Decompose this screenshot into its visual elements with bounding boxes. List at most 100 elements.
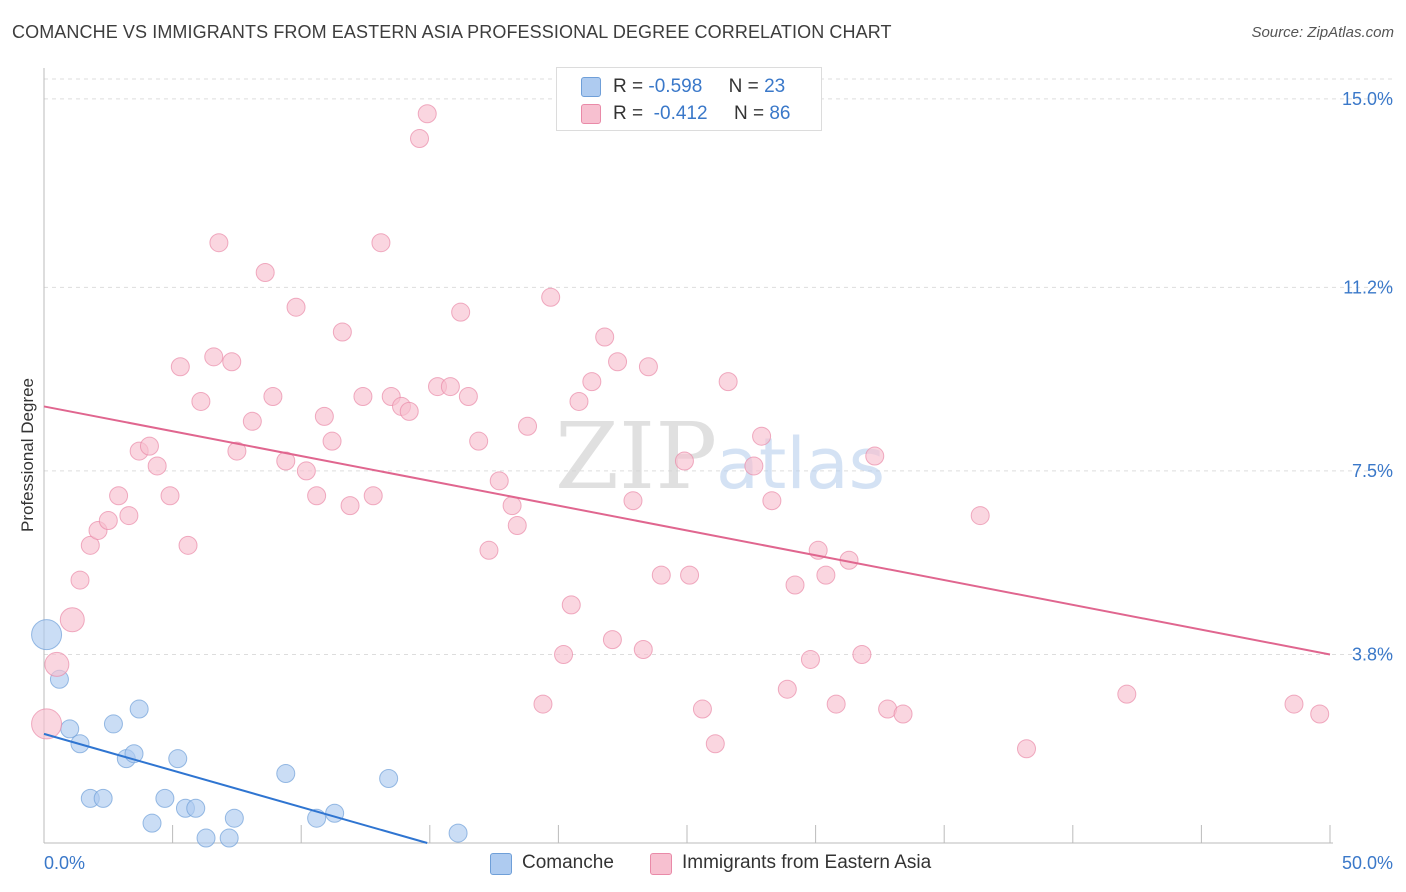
eastern-asia-point xyxy=(417,104,437,124)
eastern-asia-point xyxy=(852,644,872,664)
eastern-asia-point xyxy=(399,401,419,421)
eastern-asia-point xyxy=(139,436,159,456)
eastern-asia-point xyxy=(502,496,522,516)
eastern-asia-point xyxy=(332,322,352,342)
watermark-atlas: atlas xyxy=(716,423,885,505)
eastern-asia-legend-label: Immigrants from Eastern Asia xyxy=(682,852,932,873)
eastern-asia-point xyxy=(371,233,391,253)
comanche-point xyxy=(224,808,244,828)
eastern-asia-point xyxy=(44,651,70,677)
eastern-asia-point xyxy=(255,262,275,282)
r-label: R = xyxy=(613,103,644,124)
comanche-point xyxy=(379,769,399,789)
r-value: -0.598 xyxy=(648,76,703,97)
eastern-asia-point xyxy=(623,491,643,511)
eastern-asia-point xyxy=(410,129,430,149)
eastern-asia-point xyxy=(458,387,478,407)
eastern-asia-point xyxy=(70,570,90,590)
eastern-asia-point xyxy=(222,352,242,372)
comanche-legend-swatch xyxy=(490,853,512,875)
comanche-point xyxy=(155,788,175,808)
gridlines xyxy=(44,78,1392,655)
r-value: -0.412 xyxy=(653,103,708,124)
eastern-asia-point xyxy=(209,233,229,253)
y-tick-label: 11.2% xyxy=(1343,277,1393,297)
eastern-asia-point xyxy=(479,540,499,560)
eastern-asia-point xyxy=(191,391,211,411)
eastern-asia-point xyxy=(59,607,85,633)
chart-title: COMANCHE VS IMMIGRANTS FROM EASTERN ASIA… xyxy=(12,22,892,42)
eastern-asia-swatch xyxy=(581,104,601,124)
eastern-asia-point xyxy=(440,377,460,397)
comanche-point xyxy=(219,828,239,848)
eastern-asia-point xyxy=(651,565,671,585)
eastern-asia-point xyxy=(762,491,782,511)
eastern-asia-point xyxy=(865,446,885,466)
eastern-asia-point xyxy=(119,506,139,526)
eastern-asia-point xyxy=(718,372,738,392)
comanche-trend-line xyxy=(43,732,428,844)
eastern-asia-legend-swatch xyxy=(650,853,672,875)
eastern-asia-point xyxy=(31,708,63,740)
eastern-asia-point xyxy=(561,595,581,615)
eastern-asia-point xyxy=(80,535,100,555)
n-label: N = xyxy=(728,76,759,97)
eastern-asia-point xyxy=(286,297,306,317)
eastern-asia-point xyxy=(147,456,167,476)
comanche-point xyxy=(129,699,149,719)
eastern-asia-point xyxy=(893,704,913,724)
eastern-asia-point xyxy=(692,699,712,719)
eastern-asia-point xyxy=(680,565,700,585)
comanche-point xyxy=(168,749,188,769)
eastern-asia-point xyxy=(1284,694,1304,714)
eastern-asia-point xyxy=(98,511,118,531)
eastern-asia-point xyxy=(263,387,283,407)
comanche-point xyxy=(325,803,345,823)
eastern-asia-point xyxy=(178,535,198,555)
eastern-asia-trend-line xyxy=(43,405,1331,656)
eastern-asia-point xyxy=(296,461,316,481)
comanche-legend-label: Comanche xyxy=(522,852,614,873)
eastern-asia-point xyxy=(204,347,224,367)
eastern-asia-point xyxy=(160,486,180,506)
eastern-asia-point xyxy=(569,391,589,411)
x-tick-label-max: 50.0% xyxy=(1342,853,1393,873)
eastern-asia-point xyxy=(582,372,602,392)
eastern-asia-point xyxy=(353,387,373,407)
eastern-asia-point xyxy=(363,486,383,506)
eastern-asia-point xyxy=(970,506,990,526)
eastern-asia-point xyxy=(633,640,653,660)
eastern-asia-point xyxy=(595,327,615,347)
eastern-asia-point xyxy=(489,471,509,491)
eastern-asia-point xyxy=(602,630,622,650)
eastern-asia-point xyxy=(705,734,725,754)
eastern-asia-point xyxy=(276,451,296,471)
comanche-point xyxy=(93,788,113,808)
y-tick-label: 7.5% xyxy=(1352,461,1393,481)
eastern-asia-point xyxy=(533,694,553,714)
eastern-asia-point xyxy=(777,679,797,699)
y-tick-label: 15.0% xyxy=(1342,89,1393,109)
n-value: 23 xyxy=(764,76,786,97)
eastern-asia-point xyxy=(752,426,772,446)
eastern-asia-point xyxy=(674,451,694,471)
comanche-point xyxy=(31,619,63,651)
eastern-asia-point xyxy=(1117,684,1137,704)
eastern-asia-point xyxy=(744,456,764,476)
eastern-asia-point xyxy=(307,486,327,506)
stats-text: R = -0.598 N = 23 xyxy=(613,76,785,98)
stats-legend: R = -0.598 N = 23 R = -0.412 N = 86 xyxy=(556,67,822,131)
eastern-asia-point xyxy=(541,287,561,307)
eastern-asia-point xyxy=(518,416,538,436)
comanche-point xyxy=(196,828,216,848)
data-points xyxy=(31,104,1330,848)
x-tick-label-min: 0.0% xyxy=(44,853,85,873)
n-label: N = xyxy=(733,103,765,124)
eastern-asia-point xyxy=(816,565,836,585)
eastern-asia-point xyxy=(608,352,628,372)
eastern-asia-point xyxy=(800,649,820,669)
n-value: 86 xyxy=(769,103,791,124)
source-credit: Source: ZipAtlas.com xyxy=(1251,24,1394,41)
eastern-asia-point xyxy=(314,406,334,426)
